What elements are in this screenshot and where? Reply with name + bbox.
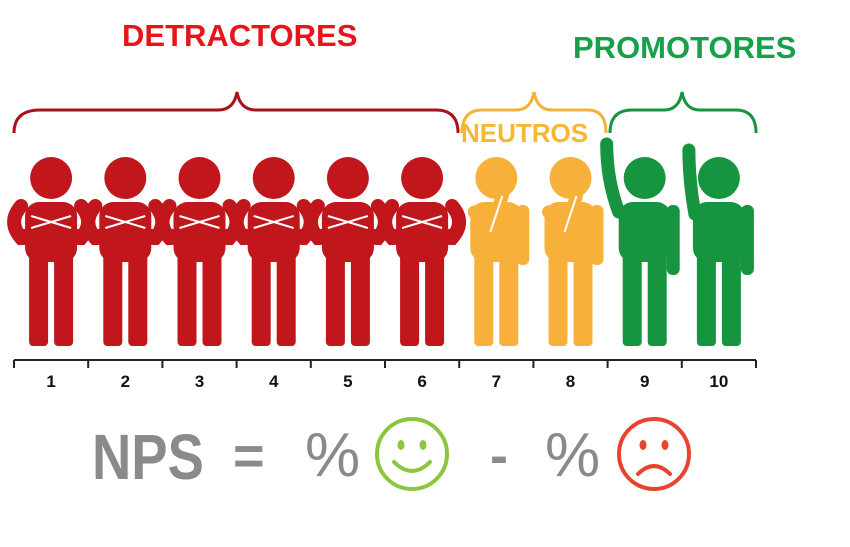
detractor-figure [81,157,170,346]
detractor-figure [303,157,392,346]
smiley-face-icon [375,417,449,491]
scale-tick-label: 6 [417,372,427,391]
detractor-figure [155,157,244,346]
neutral-figure [467,157,530,346]
scale-tick-label: 3 [194,372,205,391]
detractor-figure [229,157,318,346]
neutrals-label: NEUTROS [461,118,589,148]
nps-term: NPS [92,421,204,493]
detractor-figure [7,157,96,346]
promoter-figure [600,137,680,346]
scale-tick-label: 7 [491,372,502,391]
promoters-brace [608,91,758,134]
detractors-brace [12,91,460,134]
detractors-label: DETRACTORES [122,18,358,53]
frowning-face-icon [617,417,691,491]
neutral-figure [542,157,604,346]
neutrals-brace [460,91,608,134]
scale-tick-label: 8 [565,372,576,391]
promoter-figure [682,143,754,346]
promoters-label: PROMOTORES [573,30,797,65]
detractor-figure [378,157,467,346]
scale-tick-label: 9 [639,372,650,391]
scale-tick-label: 2 [120,372,131,391]
percent-detractors: % [545,421,601,490]
scale-tick-label: 4 [268,372,279,391]
percent-promoters: % [305,421,361,490]
minus-sign: - [490,426,508,486]
scale-tick-label: 5 [343,372,353,391]
scale-tick-label: 1 [46,372,56,391]
scale-tick-label: 10 [709,372,729,391]
equals-sign: = [233,426,265,486]
